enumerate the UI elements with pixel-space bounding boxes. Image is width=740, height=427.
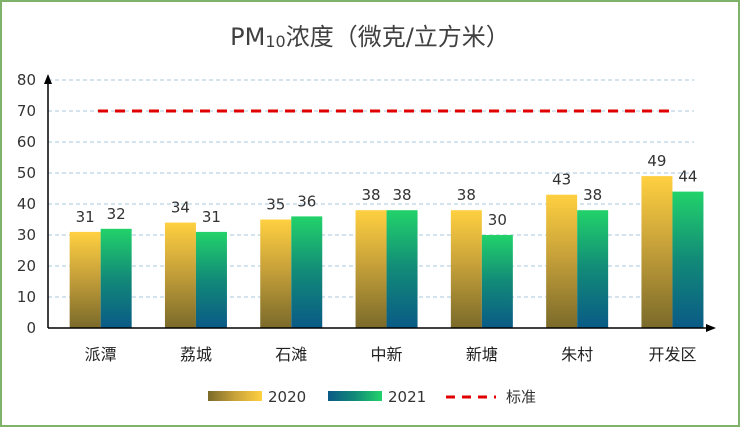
legend-label-2021: 2021 [388, 388, 426, 406]
legend-swatch-2020 [208, 391, 262, 401]
data-label-2020-5: 38 [457, 186, 476, 204]
category-label: 开发区 [648, 345, 696, 364]
data-label-2021-7: 44 [678, 168, 697, 186]
category-label: 派潭 [85, 345, 117, 364]
data-label-2021-6: 38 [583, 186, 602, 204]
y-axis-arrow [44, 74, 52, 84]
data-label-2021-1: 32 [107, 205, 126, 223]
bar-2021-4 [386, 210, 418, 328]
bar-2021-6 [577, 210, 609, 328]
data-label-2020-1: 31 [76, 208, 95, 226]
y-tick-label: 70 [17, 102, 36, 120]
bar-2020-4 [355, 210, 387, 328]
y-tick-label: 40 [17, 195, 36, 213]
bar-2020-7 [641, 176, 673, 328]
data-labels: 31 32 34 31 35 36 38 38 38 30 43 38 49 44 [76, 152, 698, 229]
legend-label-2020: 2020 [268, 388, 306, 406]
data-label-2020-7: 49 [647, 152, 666, 170]
bar-2021-7 [672, 191, 704, 328]
y-tick-label: 80 [17, 71, 36, 89]
y-tick-label: 10 [17, 288, 36, 306]
category-label: 朱村 [561, 345, 593, 364]
category-label: 中新 [371, 345, 403, 364]
data-label-2021-4: 38 [393, 186, 412, 204]
y-tick-label: 0 [26, 319, 36, 337]
y-tick-label: 20 [17, 257, 36, 275]
axes [44, 74, 716, 332]
legend-label-standard: 标准 [506, 388, 536, 406]
data-label-2021-2: 31 [202, 208, 221, 226]
bar-2020-1 [69, 231, 101, 328]
x-axis-arrow [706, 324, 716, 332]
bar-2021-1 [100, 228, 132, 328]
data-label-2021-5: 30 [488, 211, 507, 229]
bar-2020-3 [260, 219, 292, 328]
legend: 2020 2021 标准 [208, 388, 536, 406]
y-tick-label: 60 [17, 133, 36, 151]
data-label-2020-4: 38 [362, 186, 381, 204]
bar-2021-3 [291, 216, 323, 328]
y-axis-tick-labels: 0 10 20 30 40 50 60 70 80 [17, 71, 36, 337]
bar-2020-6 [546, 194, 578, 328]
bar-2021-2 [195, 231, 227, 328]
y-tick-label: 50 [17, 164, 36, 182]
data-label-2021-3: 36 [297, 192, 316, 210]
legend-swatch-2021 [328, 391, 382, 401]
y-tick-label: 30 [17, 226, 36, 244]
data-label-2020-2: 34 [171, 199, 190, 217]
category-label: 石滩 [275, 345, 307, 364]
data-label-2020-6: 43 [552, 171, 571, 189]
category-label: 荔城 [180, 345, 212, 364]
x-axis-category-labels: 派潭 荔城 石滩 中新 新塘 朱村 开发区 [85, 345, 697, 364]
bar-2020-5 [450, 210, 482, 328]
bars [69, 176, 704, 328]
data-label-2020-3: 35 [266, 196, 285, 214]
bar-2020-2 [164, 222, 196, 328]
chart-title: PM10浓度（微克/立方米） [230, 23, 510, 51]
bar-2021-5 [481, 235, 513, 328]
category-label: 新塘 [466, 345, 498, 364]
